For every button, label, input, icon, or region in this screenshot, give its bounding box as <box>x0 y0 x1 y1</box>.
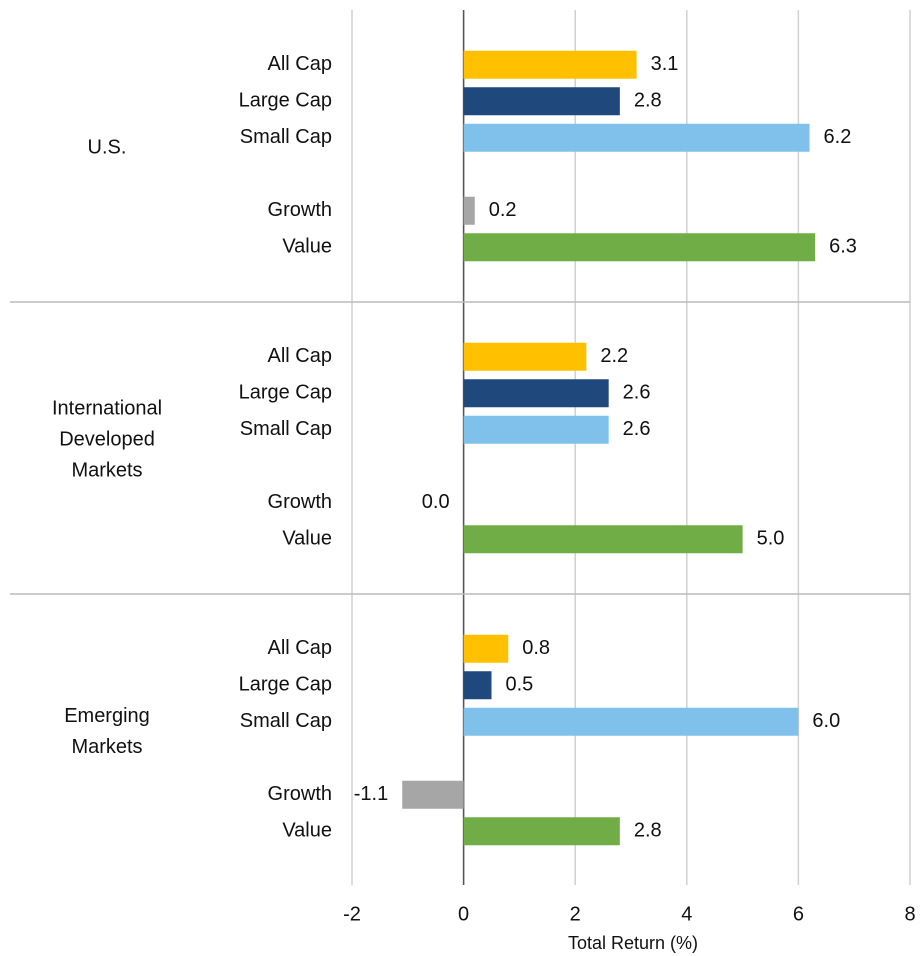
category-label: Value <box>282 236 332 258</box>
category-label: All Cap <box>268 637 332 659</box>
value-label: 0.8 <box>522 637 550 659</box>
bar <box>463 525 743 554</box>
value-label: 2.8 <box>634 820 662 842</box>
category-label: Large Cap <box>239 674 332 696</box>
value-label: 6.2 <box>824 126 852 148</box>
value-label: 0.5 <box>506 674 534 696</box>
bar <box>463 707 799 736</box>
group-label: Markets <box>71 459 142 481</box>
bar <box>463 196 475 225</box>
bar <box>463 123 810 152</box>
group-label: Emerging <box>64 705 150 727</box>
bar <box>463 233 816 262</box>
x-tick-label: 2 <box>570 903 581 925</box>
category-label: Growth <box>268 491 332 513</box>
bar <box>463 817 620 846</box>
x-tick-label: -2 <box>343 903 361 925</box>
category-label: Value <box>282 820 332 842</box>
value-label: 6.0 <box>812 710 840 732</box>
category-label: Large Cap <box>239 382 332 404</box>
x-tick-label: 0 <box>458 903 469 925</box>
bar <box>402 780 464 809</box>
category-label: All Cap <box>268 345 332 367</box>
bar <box>463 379 609 408</box>
category-label: Growth <box>268 783 332 805</box>
bar <box>463 342 587 371</box>
category-label: Small Cap <box>240 126 332 148</box>
group-label: Developed <box>59 428 155 450</box>
value-label: 5.0 <box>757 528 785 550</box>
bar <box>463 50 637 79</box>
group-label: U.S. <box>88 136 127 158</box>
category-label: Value <box>282 528 332 550</box>
bar <box>463 634 509 663</box>
bar <box>463 671 492 700</box>
category-label: Small Cap <box>240 418 332 440</box>
x-tick-label: 4 <box>681 903 692 925</box>
value-label: 2.8 <box>634 90 662 112</box>
value-label: 0.0 <box>422 491 450 513</box>
category-label: All Cap <box>268 53 332 75</box>
value-label: 0.2 <box>489 199 517 221</box>
category-label: Large Cap <box>239 90 332 112</box>
category-label: Small Cap <box>240 710 332 732</box>
value-label: 2.2 <box>600 345 628 367</box>
value-label: 3.1 <box>651 53 679 75</box>
category-label: Growth <box>268 199 332 221</box>
value-label: -1.1 <box>354 783 388 805</box>
bar <box>463 415 609 444</box>
x-axis-label: Total Return (%) <box>568 933 698 953</box>
value-label: 2.6 <box>623 382 651 404</box>
group-label: Markets <box>71 736 142 758</box>
value-label: 2.6 <box>623 418 651 440</box>
x-tick-label: 6 <box>793 903 804 925</box>
x-tick-label: 8 <box>904 903 915 925</box>
group-label: International <box>52 397 162 419</box>
value-label: 6.3 <box>829 236 857 258</box>
bar <box>463 87 620 116</box>
